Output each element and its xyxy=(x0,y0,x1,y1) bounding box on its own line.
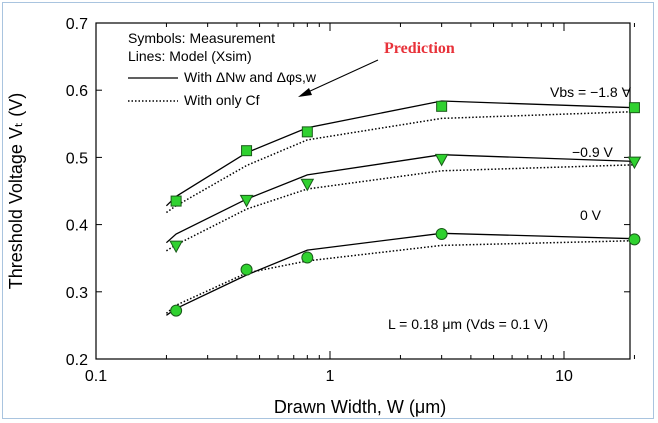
legend-symbols-text: Symbols: Measurement xyxy=(128,30,275,46)
measurement-circle-marker xyxy=(240,263,253,276)
condition-label: L = 0.18 μm (Vds = 0.1 V) xyxy=(388,316,548,332)
measurement-triangle-marker xyxy=(169,240,183,254)
measurement-square-marker xyxy=(241,145,253,157)
measurement-square-marker xyxy=(436,100,448,112)
prediction-label: Prediction xyxy=(384,40,455,57)
model-solid-line xyxy=(165,154,635,244)
y-tick-label: 0.7 xyxy=(66,16,88,33)
legend-dotted-label: With only Cf xyxy=(184,92,260,108)
measurement-circle-marker xyxy=(628,233,641,246)
y-tick-label: 0.5 xyxy=(66,150,88,167)
measurement-circle-marker xyxy=(435,228,448,241)
measurement-square-marker xyxy=(170,195,182,207)
measurement-triangle-marker xyxy=(434,153,449,167)
vbs-mid-label: −0.9 V xyxy=(572,144,614,160)
prediction-arrow xyxy=(307,59,379,93)
measurement-square-marker xyxy=(628,102,640,114)
legend-solid-label: With ΔNᴡ and Δφs,w xyxy=(184,69,317,85)
model-dotted-line xyxy=(165,110,635,214)
y-tick-label: 0.2 xyxy=(66,352,88,369)
measurement-triangle-marker xyxy=(239,194,254,208)
x-tick-label: 0.1 xyxy=(85,368,107,385)
model-dotted-line xyxy=(165,239,635,314)
y-tick-label: 0.3 xyxy=(66,285,88,302)
measurement-triangle-marker xyxy=(300,178,315,192)
x-tick-label: 1 xyxy=(326,368,335,385)
legend-lines-text: Lines: Model (Xsim) xyxy=(128,48,252,64)
y-tick-label: 0.6 xyxy=(66,83,88,100)
figure-frame xyxy=(2,2,654,419)
prediction-arrowhead xyxy=(298,88,312,97)
measurement-triangle-marker xyxy=(627,156,642,170)
y-axis-label: Threshold Voltage Vₜ (V) xyxy=(6,93,26,289)
x-axis-label: Drawn Width, W (μm) xyxy=(274,397,446,417)
model-dotted-line xyxy=(166,164,635,252)
measurement-circle-marker xyxy=(170,304,183,317)
vbs-high-label: Vbs = −1.8 V xyxy=(550,84,632,100)
model-solid-line xyxy=(166,232,635,316)
measurement-square-marker xyxy=(301,126,313,138)
measurement-circle-marker xyxy=(301,251,314,264)
model-solid-line xyxy=(165,100,635,207)
vbs-low-label: 0 V xyxy=(580,207,602,223)
x-tick-label: 10 xyxy=(555,368,573,385)
plot-area xyxy=(95,22,631,360)
y-tick-label: 0.4 xyxy=(66,218,88,235)
